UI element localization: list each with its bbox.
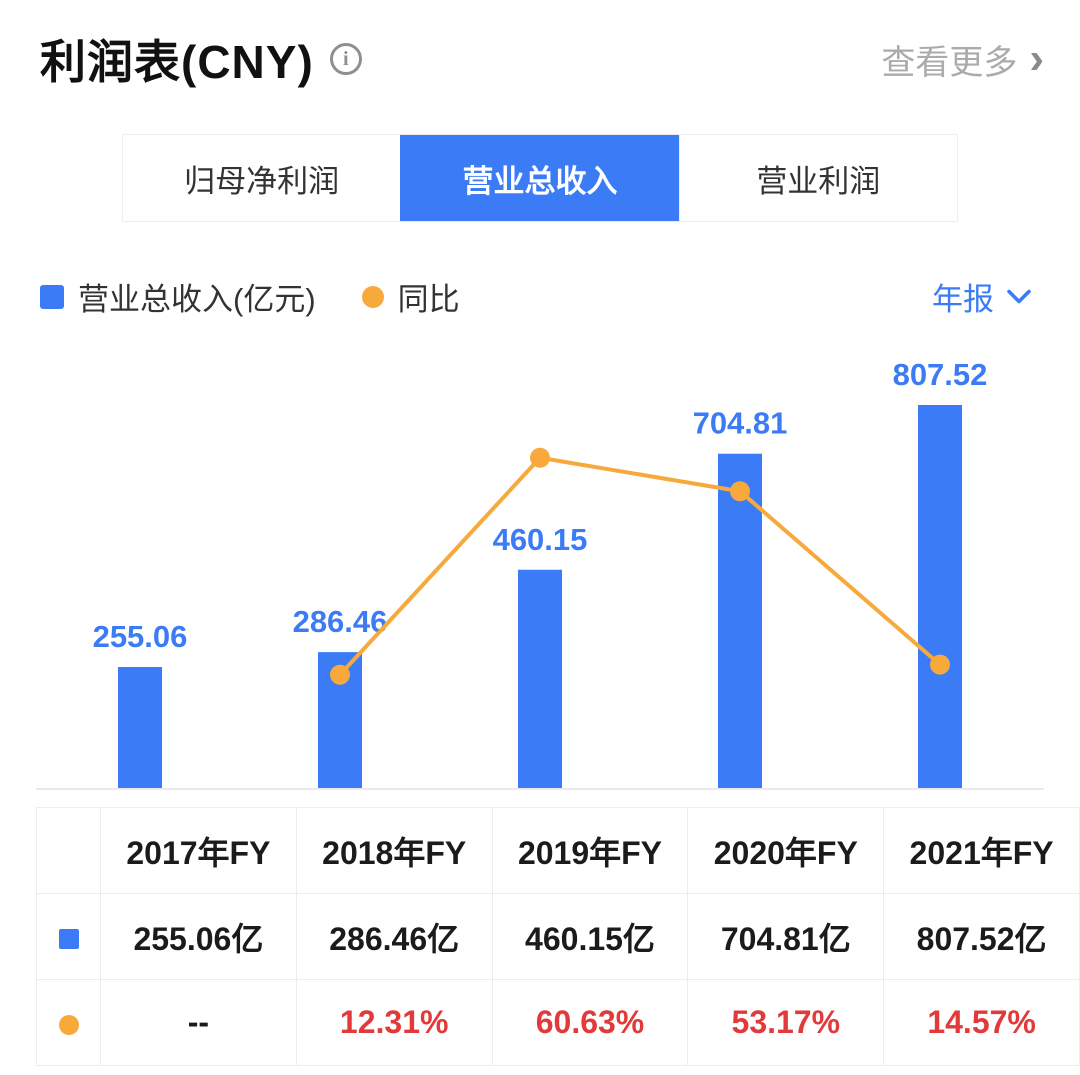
yoy-point: [530, 447, 550, 468]
table-header-row: 2017年FY 2018年FY 2019年FY 2020年FY 2021年FY: [36, 807, 1080, 894]
revenue-bar-2017年FY: [118, 667, 162, 788]
bar-value-label: 704.81: [693, 406, 788, 441]
column-header: 2020年FY: [687, 807, 885, 894]
bar-series-icon: [36, 893, 101, 980]
table-row: -- 12.31% 60.63% 53.17% 14.57%: [36, 979, 1080, 1066]
table-cell: 14.57%: [883, 979, 1080, 1066]
yoy-line: [338, 455, 942, 677]
revenue-bar-2019年FY: [518, 569, 562, 788]
line-series-label: 同比: [397, 282, 460, 317]
tab-operating-profit[interactable]: 营业利润: [678, 135, 957, 221]
page-title: 利润表(CNY): [40, 36, 314, 88]
table-row: 255.06亿 286.46亿 460.15亿 704.81亿 807.52亿: [36, 893, 1080, 980]
column-header: 2017年FY: [100, 807, 297, 894]
info-icon[interactable]: i: [329, 43, 362, 75]
table-cell: 60.63%: [491, 979, 689, 1066]
revenue-bar-2021年FY: [918, 405, 962, 788]
yoy-point: [330, 664, 350, 685]
column-header: 2021年FY: [883, 807, 1080, 894]
table-cell: 704.81亿: [687, 893, 885, 980]
table-cell: 807.52亿: [883, 893, 1080, 980]
bar-value-label: 286.46: [293, 604, 388, 639]
tab-parent-net-profit[interactable]: 归母净利润: [123, 135, 401, 221]
table-cell: --: [100, 979, 297, 1066]
legend-row: 营业总收入(亿元) 同比 年报: [40, 274, 1032, 319]
view-more-label: 查看更多: [881, 43, 1018, 82]
table-cell: 255.06亿: [100, 893, 297, 980]
revenue-chart-svg: 255.06 286.46 460.15 704.81 807.52: [36, 357, 1044, 790]
column-header: 2019年FY: [491, 807, 689, 894]
table-cell: 286.46亿: [295, 893, 493, 980]
title-wrap: 利润表(CNY) i: [40, 26, 362, 92]
chevron-right-icon: ›: [1029, 34, 1044, 83]
table-cell: 12.31%: [295, 979, 493, 1066]
yoy-point: [730, 481, 750, 502]
chart-legend: 营业总收入(亿元) 同比: [40, 274, 460, 319]
bar-series-label: 营业总收入(亿元): [78, 282, 316, 317]
bar-value-label: 255.06: [93, 619, 188, 654]
yoy-point: [930, 654, 950, 675]
table-cell: 460.15亿: [491, 893, 689, 980]
data-table: 2017年FY 2018年FY 2019年FY 2020年FY 2021年FY 255.0…: [36, 807, 1080, 1066]
bar-value-label: 460.15: [493, 522, 588, 557]
bar-value-label: 807.52: [893, 357, 988, 392]
revenue-chart[interactable]: 255.06 286.46 460.15 704.81 807.52: [0, 335, 1080, 807]
period-selector[interactable]: 年报: [932, 274, 1032, 319]
table-corner-cell: [36, 807, 101, 894]
tab-total-revenue[interactable]: 营业总收入: [400, 135, 679, 221]
table-cell: 53.17%: [687, 979, 885, 1066]
metric-tabs: 归母净利润 营业总收入 营业利润: [122, 134, 958, 222]
line-series-icon: [36, 979, 101, 1066]
view-more-link[interactable]: 查看更多 ›: [881, 35, 1044, 84]
revenue-bar-2020年FY: [718, 453, 762, 788]
bar-series-swatch-icon: [40, 284, 64, 309]
header: 利润表(CNY) i 查看更多 ›: [0, 0, 1080, 92]
chevron-down-icon: [1007, 289, 1031, 304]
period-label: 年报: [932, 282, 994, 317]
column-header: 2018年FY: [295, 807, 493, 894]
line-series-swatch-icon: [361, 285, 384, 308]
